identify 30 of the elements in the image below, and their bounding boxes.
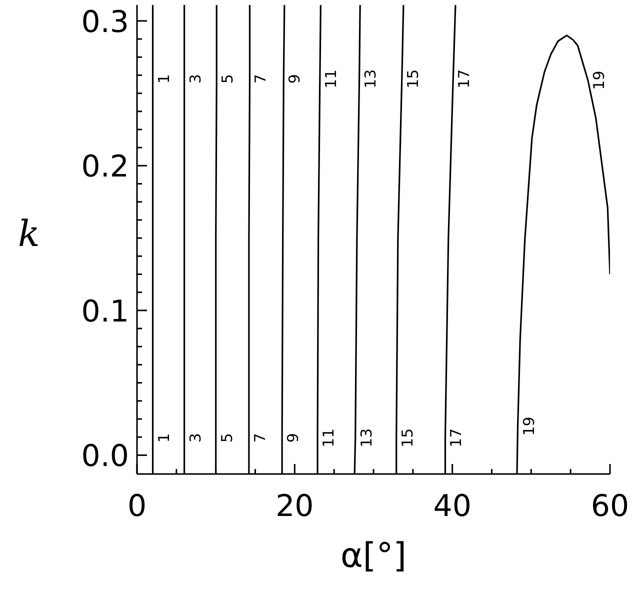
text: 1: [154, 433, 173, 443]
text: 19: [590, 70, 608, 90]
text: 17: [447, 428, 466, 448]
text: 15: [404, 69, 422, 88]
text: 7: [252, 74, 270, 84]
text: 11: [322, 69, 340, 88]
x-tick-label: 40: [433, 489, 472, 524]
x-tick-label: 0: [127, 489, 147, 524]
x-tick-label: 20: [276, 489, 314, 524]
y-tick-label: 0.0: [81, 439, 129, 474]
y-axis-title: k: [18, 214, 40, 255]
text: 1: [154, 74, 173, 84]
y-tick-label: 0.3: [81, 4, 129, 40]
x-axis-title: α[°]: [340, 536, 406, 576]
text: 11: [320, 428, 338, 448]
text: 13: [357, 428, 376, 448]
y-tick-label: 0.2: [81, 150, 129, 185]
text: 13: [361, 69, 380, 88]
text: 9: [284, 433, 302, 443]
text: 7: [250, 433, 269, 443]
text: 17: [455, 69, 474, 88]
text: 19: [520, 416, 538, 436]
x-tick-label: 60: [590, 489, 630, 524]
text: 9: [286, 74, 304, 84]
text: 15: [398, 428, 416, 448]
y-tick-label: 0.1: [81, 294, 129, 330]
text: 5: [218, 433, 236, 443]
text: 3: [186, 433, 204, 443]
text: 3: [186, 74, 204, 84]
text: 5: [218, 74, 237, 84]
